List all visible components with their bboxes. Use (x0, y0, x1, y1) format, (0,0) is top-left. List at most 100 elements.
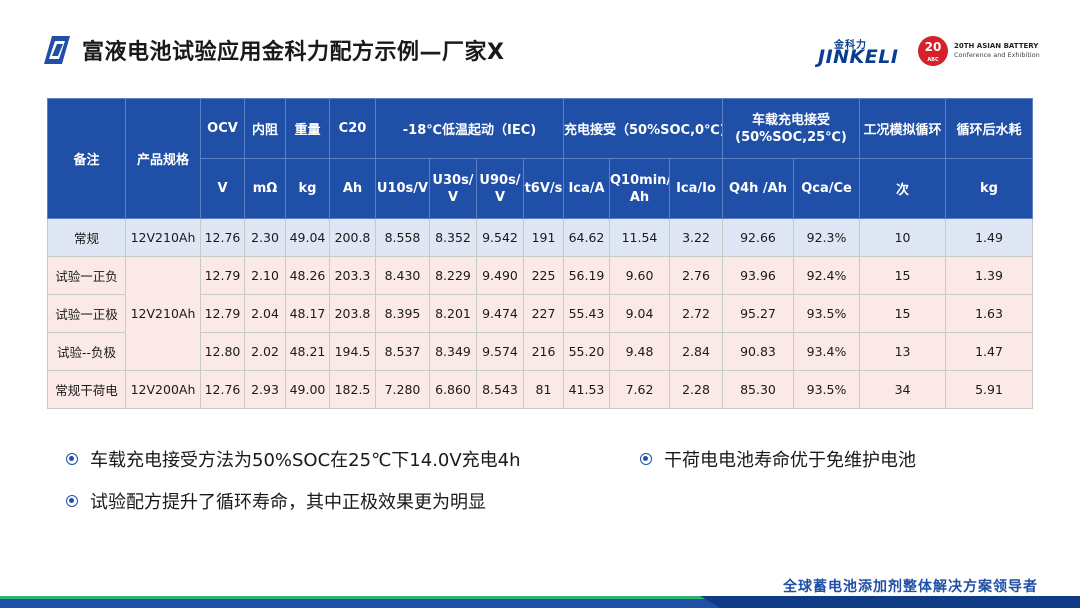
cell-value: 12.80 (200, 332, 245, 371)
cell-value: 9.542 (476, 218, 524, 257)
cell-value: 182.5 (329, 370, 376, 409)
unit-ica: Ica/A (563, 158, 610, 219)
header-charge-accept: 充电接受（50%SOC,0℃) (563, 98, 723, 159)
header-vehicle-charge: 车载充电接受 (50%SOC,25℃) (721, 98, 861, 159)
cell-value: 8.558 (375, 218, 430, 257)
cell-value: 191 (523, 218, 564, 257)
bullet-icon (66, 453, 78, 465)
cell-note: 试验一正负 (47, 256, 126, 295)
bullet-dry-charged: 干荷电电池寿命优于免维护电池 (640, 446, 916, 472)
abc-badge-small: ABC (927, 57, 939, 63)
cell-value: 93.5% (792, 370, 861, 409)
cell-value: 12.76 (200, 218, 245, 257)
cell-value: 12.76 (200, 370, 245, 409)
cell-value: 203.3 (329, 256, 376, 295)
cell-value: 85.30 (722, 370, 794, 409)
unit-water: kg (945, 158, 1034, 219)
cell-value: 1.49 (945, 218, 1034, 257)
cell-value: 55.20 (563, 332, 610, 371)
unit-u10s: U10s/V (375, 158, 430, 219)
header-spec: 产品规格 (125, 98, 201, 219)
cell-value: 1.63 (945, 294, 1034, 333)
cell-value: 7.62 (609, 370, 670, 409)
table-header-row-units: V mΩ kg Ah U10s/V U30s/ V U90s/ V t6V/s … (48, 158, 1034, 219)
cell-value: 48.26 (285, 256, 330, 295)
unit-resistance: mΩ (244, 158, 286, 219)
cell-value: 8.349 (429, 332, 477, 371)
unit-q10min: Q10min/ Ah (609, 158, 670, 219)
cell-value: 95.27 (722, 294, 794, 333)
cell-value: 90.83 (722, 332, 794, 371)
header-ocv: OCV (200, 98, 245, 159)
header-c20: C20 (329, 98, 376, 159)
bullet-cycle-life: 试验配方提升了循环寿命，其中正极效果更为明显 (66, 488, 486, 514)
cell-value: 7.280 (375, 370, 430, 409)
cell-value: 10 (859, 218, 947, 257)
cell-value: 56.19 (563, 256, 610, 295)
cell-value: 55.43 (563, 294, 610, 333)
header-weight: 重量 (285, 98, 330, 159)
page-title: 富液电池试验应用金科力配方示例—厂家X (82, 40, 505, 65)
cell-value: 2.30 (244, 218, 286, 257)
cell-value: 9.60 (609, 256, 670, 295)
cell-value: 6.860 (429, 370, 477, 409)
cell-value: 15 (859, 256, 947, 295)
unit-weight: kg (285, 158, 330, 219)
table-row: 常规 12V210Ah 12.76 2.30 49.04 200.8 8.558… (47, 218, 1034, 257)
cell-value: 9.04 (609, 294, 670, 333)
jinkeli-logo-en: JINKELI (818, 46, 899, 68)
bullet-charge-method: 车载充电接受方法为50%SOC在25℃下14.0V充电4h (66, 446, 521, 472)
test-results-table: 备注 产品规格 OCV 内阻 重量 C20 -18℃低温起动（IEC) 充电接受… (47, 98, 1034, 409)
cell-value: 49.00 (285, 370, 330, 409)
cell-value: 2.10 (244, 256, 286, 295)
cell-value: 48.17 (285, 294, 330, 333)
cell-value: 194.5 (329, 332, 376, 371)
cell-value: 216 (523, 332, 564, 371)
table-body: 常规 12V210Ah 12.76 2.30 49.04 200.8 8.558… (47, 218, 1034, 409)
cell-value: 13 (859, 332, 947, 371)
cell-value: 3.22 (669, 218, 723, 257)
cell-value: 227 (523, 294, 564, 333)
cell-note: 常规干荷电 (47, 370, 126, 409)
header-cold-start: -18℃低温起动（IEC) (375, 98, 564, 159)
jinkeli-logo: 金科力 JINKELI (818, 36, 910, 70)
abc-badge-icon: 20 ABC (918, 36, 948, 66)
cell-value: 92.4% (792, 256, 861, 295)
cell-value: 49.04 (285, 218, 330, 257)
cell-value: 12.79 (200, 294, 245, 333)
bullet-text: 干荷电电池寿命优于免维护电池 (664, 450, 916, 471)
table-row: 试验一正极 12.79 2.04 48.17 203.8 8.395 8.201… (47, 294, 1034, 333)
bullet-text: 车载充电接受方法为50%SOC在25℃下14.0V充电4h (90, 450, 521, 471)
cell-value: 93.5% (792, 294, 861, 333)
cell-value: 92.3% (792, 218, 861, 257)
cell-value: 9.490 (476, 256, 524, 295)
unit-ocv: V (200, 158, 245, 219)
abc-title-line2: Conference and Exhibition (954, 51, 1040, 59)
cell-value: 203.8 (329, 294, 376, 333)
unit-q4h: Q4h /Ah (722, 158, 794, 219)
cell-value: 34 (859, 370, 947, 409)
cell-value: 8.229 (429, 256, 477, 295)
footer-stripes (0, 596, 1080, 608)
cell-value: 92.66 (722, 218, 794, 257)
cell-value: 2.02 (244, 332, 286, 371)
abc-badge-number: 20 (924, 40, 942, 54)
cell-spec: 12V210Ah (125, 218, 201, 257)
title-logo-icon (44, 36, 70, 64)
cell-value: 1.47 (945, 332, 1034, 371)
cell-value: 2.93 (244, 370, 286, 409)
jinkeli-logo-cn: 金科力 (834, 40, 867, 51)
cell-value: 93.4% (792, 332, 861, 371)
cell-value: 9.574 (476, 332, 524, 371)
cell-note: 常规 (47, 218, 126, 257)
unit-cycles: 次 (859, 158, 947, 219)
cell-value: 11.54 (609, 218, 670, 257)
cell-value: 8.395 (375, 294, 430, 333)
unit-u90s: U90s/ V (476, 158, 524, 219)
bullet-icon (640, 453, 652, 465)
cell-note: 试验--负极 (47, 332, 126, 371)
cell-value: 15 (859, 294, 947, 333)
cell-value: 8.543 (476, 370, 524, 409)
cell-value: 93.96 (722, 256, 794, 295)
table-header-row-top: 备注 产品规格 OCV 内阻 重量 C20 -18℃低温起动（IEC) 充电接受… (47, 98, 1034, 219)
